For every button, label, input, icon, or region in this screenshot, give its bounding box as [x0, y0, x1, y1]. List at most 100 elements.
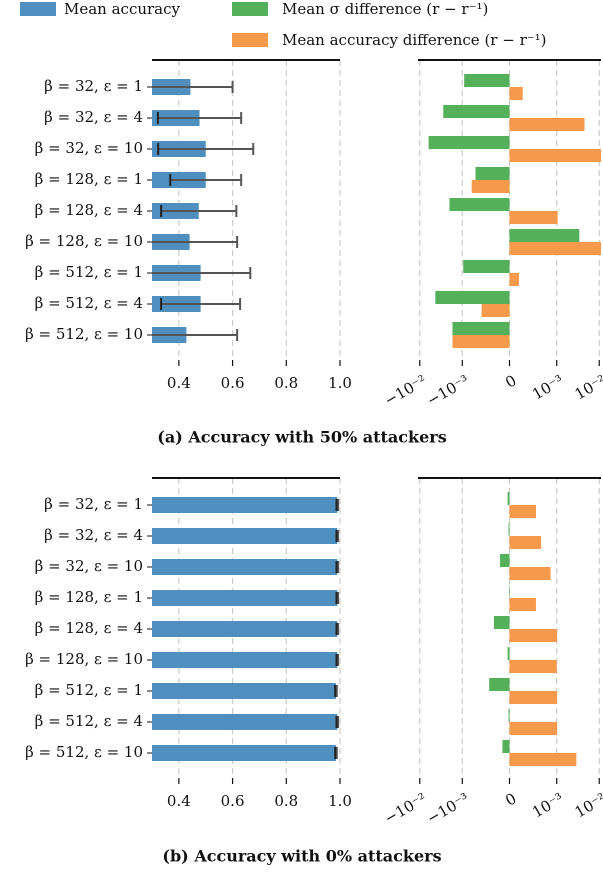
bar — [508, 523, 510, 536]
error-bar — [335, 654, 340, 666]
bar — [471, 180, 510, 193]
error-bar — [160, 205, 238, 217]
bar — [152, 745, 336, 761]
bar — [452, 322, 510, 335]
bar — [509, 273, 519, 286]
x-tick-label: 10⁻³ — [529, 789, 567, 821]
bar — [509, 660, 557, 673]
bar — [509, 211, 558, 224]
bar — [428, 136, 510, 149]
bar — [493, 616, 510, 629]
y-tick-label: β = 128, ε = 10 — [25, 650, 143, 668]
bar — [509, 691, 558, 704]
y-tick-label: β = 512, ε = 1 — [35, 263, 143, 281]
bar — [509, 149, 601, 162]
error-bar — [335, 623, 340, 635]
error-bar — [335, 530, 340, 542]
y-tick-label: β = 128, ε = 4 — [35, 619, 143, 637]
y-tick-label: β = 128, ε = 10 — [25, 232, 143, 250]
y-tick-label: β = 32, ε = 1 — [44, 495, 143, 513]
bar — [509, 536, 542, 549]
y-tick-label: β = 128, ε = 1 — [35, 170, 143, 188]
bar — [452, 335, 510, 348]
error-bar — [157, 143, 255, 155]
legend-label: Mean accuracy difference (r − r⁻¹) — [282, 31, 547, 49]
bar — [509, 242, 601, 255]
bar — [509, 87, 523, 100]
bar — [507, 647, 510, 660]
x-tick-label: 1.0 — [328, 374, 352, 392]
plot-area — [152, 79, 255, 343]
error-bar — [152, 236, 239, 248]
plot-area — [152, 497, 340, 761]
error-bar — [152, 267, 252, 279]
x-tick-label: 0.8 — [274, 792, 298, 810]
plot-area — [489, 492, 577, 766]
y-tick-label: β = 512, ε = 10 — [25, 325, 143, 343]
legend: Mean accuracy Mean σ difference (r − r⁻¹… — [20, 0, 547, 49]
plot-area — [428, 74, 601, 348]
y-tick-label: β = 32, ε = 4 — [44, 526, 143, 544]
error-bar — [156, 112, 243, 124]
bar — [509, 753, 577, 766]
bar — [152, 652, 338, 668]
bar — [509, 722, 558, 735]
x-tick-label: 1.0 — [328, 792, 352, 810]
x-tick-label: 0 — [502, 371, 519, 391]
legend-label: Mean accuracy — [64, 0, 181, 18]
bar — [463, 260, 510, 273]
error-bar — [334, 747, 338, 759]
bar — [509, 629, 558, 642]
bar — [500, 554, 510, 567]
y-tick-label: β = 128, ε = 4 — [35, 201, 143, 219]
y-tick-label: β = 512, ε = 1 — [35, 681, 143, 699]
bar — [443, 105, 510, 118]
error-bar — [335, 716, 340, 728]
bar — [449, 198, 510, 211]
error-bar — [335, 592, 340, 604]
bar — [152, 683, 336, 699]
x-tick-label: 10⁻² — [572, 789, 603, 821]
x-tick-label: 0.8 — [274, 374, 298, 392]
bar — [464, 74, 510, 87]
caption: (b) Accuracy with 0% attackers — [162, 847, 441, 866]
bar — [509, 567, 551, 580]
error-bar — [169, 174, 243, 186]
x-tick-label: −10⁻³ — [424, 789, 472, 827]
x-tick-label: −10⁻² — [381, 371, 429, 409]
y-tick-label: β = 512, ε = 10 — [25, 743, 143, 761]
y-tick-label: β = 32, ε = 1 — [44, 77, 143, 95]
bar — [509, 229, 580, 242]
bar — [152, 590, 338, 606]
x-tick-label: 0.4 — [167, 792, 191, 810]
bar — [509, 505, 536, 518]
x-tick-label: 0.4 — [167, 374, 191, 392]
y-tick-label: β = 128, ε = 1 — [35, 588, 143, 606]
bar — [152, 714, 338, 730]
x-tick-label: 0 — [502, 789, 519, 809]
bar — [502, 740, 510, 753]
legend-swatch — [20, 2, 56, 16]
bar — [489, 678, 510, 691]
error-bar — [152, 329, 239, 341]
bar — [507, 492, 510, 505]
x-tick-label: 10⁻³ — [529, 371, 567, 403]
bar — [152, 559, 338, 575]
bar — [152, 497, 338, 513]
y-tick-label: β = 512, ε = 4 — [35, 712, 143, 730]
error-bar — [335, 499, 340, 511]
bar — [435, 291, 510, 304]
bar — [481, 304, 510, 317]
x-tick-label: 0.6 — [221, 792, 245, 810]
error-bar — [160, 298, 242, 310]
error-bar — [152, 81, 234, 93]
bar — [509, 118, 585, 131]
y-tick-label: β = 32, ε = 10 — [35, 557, 143, 575]
bar — [152, 621, 338, 637]
error-bar — [335, 561, 340, 573]
error-bar — [334, 685, 338, 697]
x-tick-label: 0.6 — [221, 374, 245, 392]
caption: (a) Accuracy with 50% attackers — [157, 428, 446, 447]
y-tick-label: β = 512, ε = 4 — [35, 294, 143, 312]
